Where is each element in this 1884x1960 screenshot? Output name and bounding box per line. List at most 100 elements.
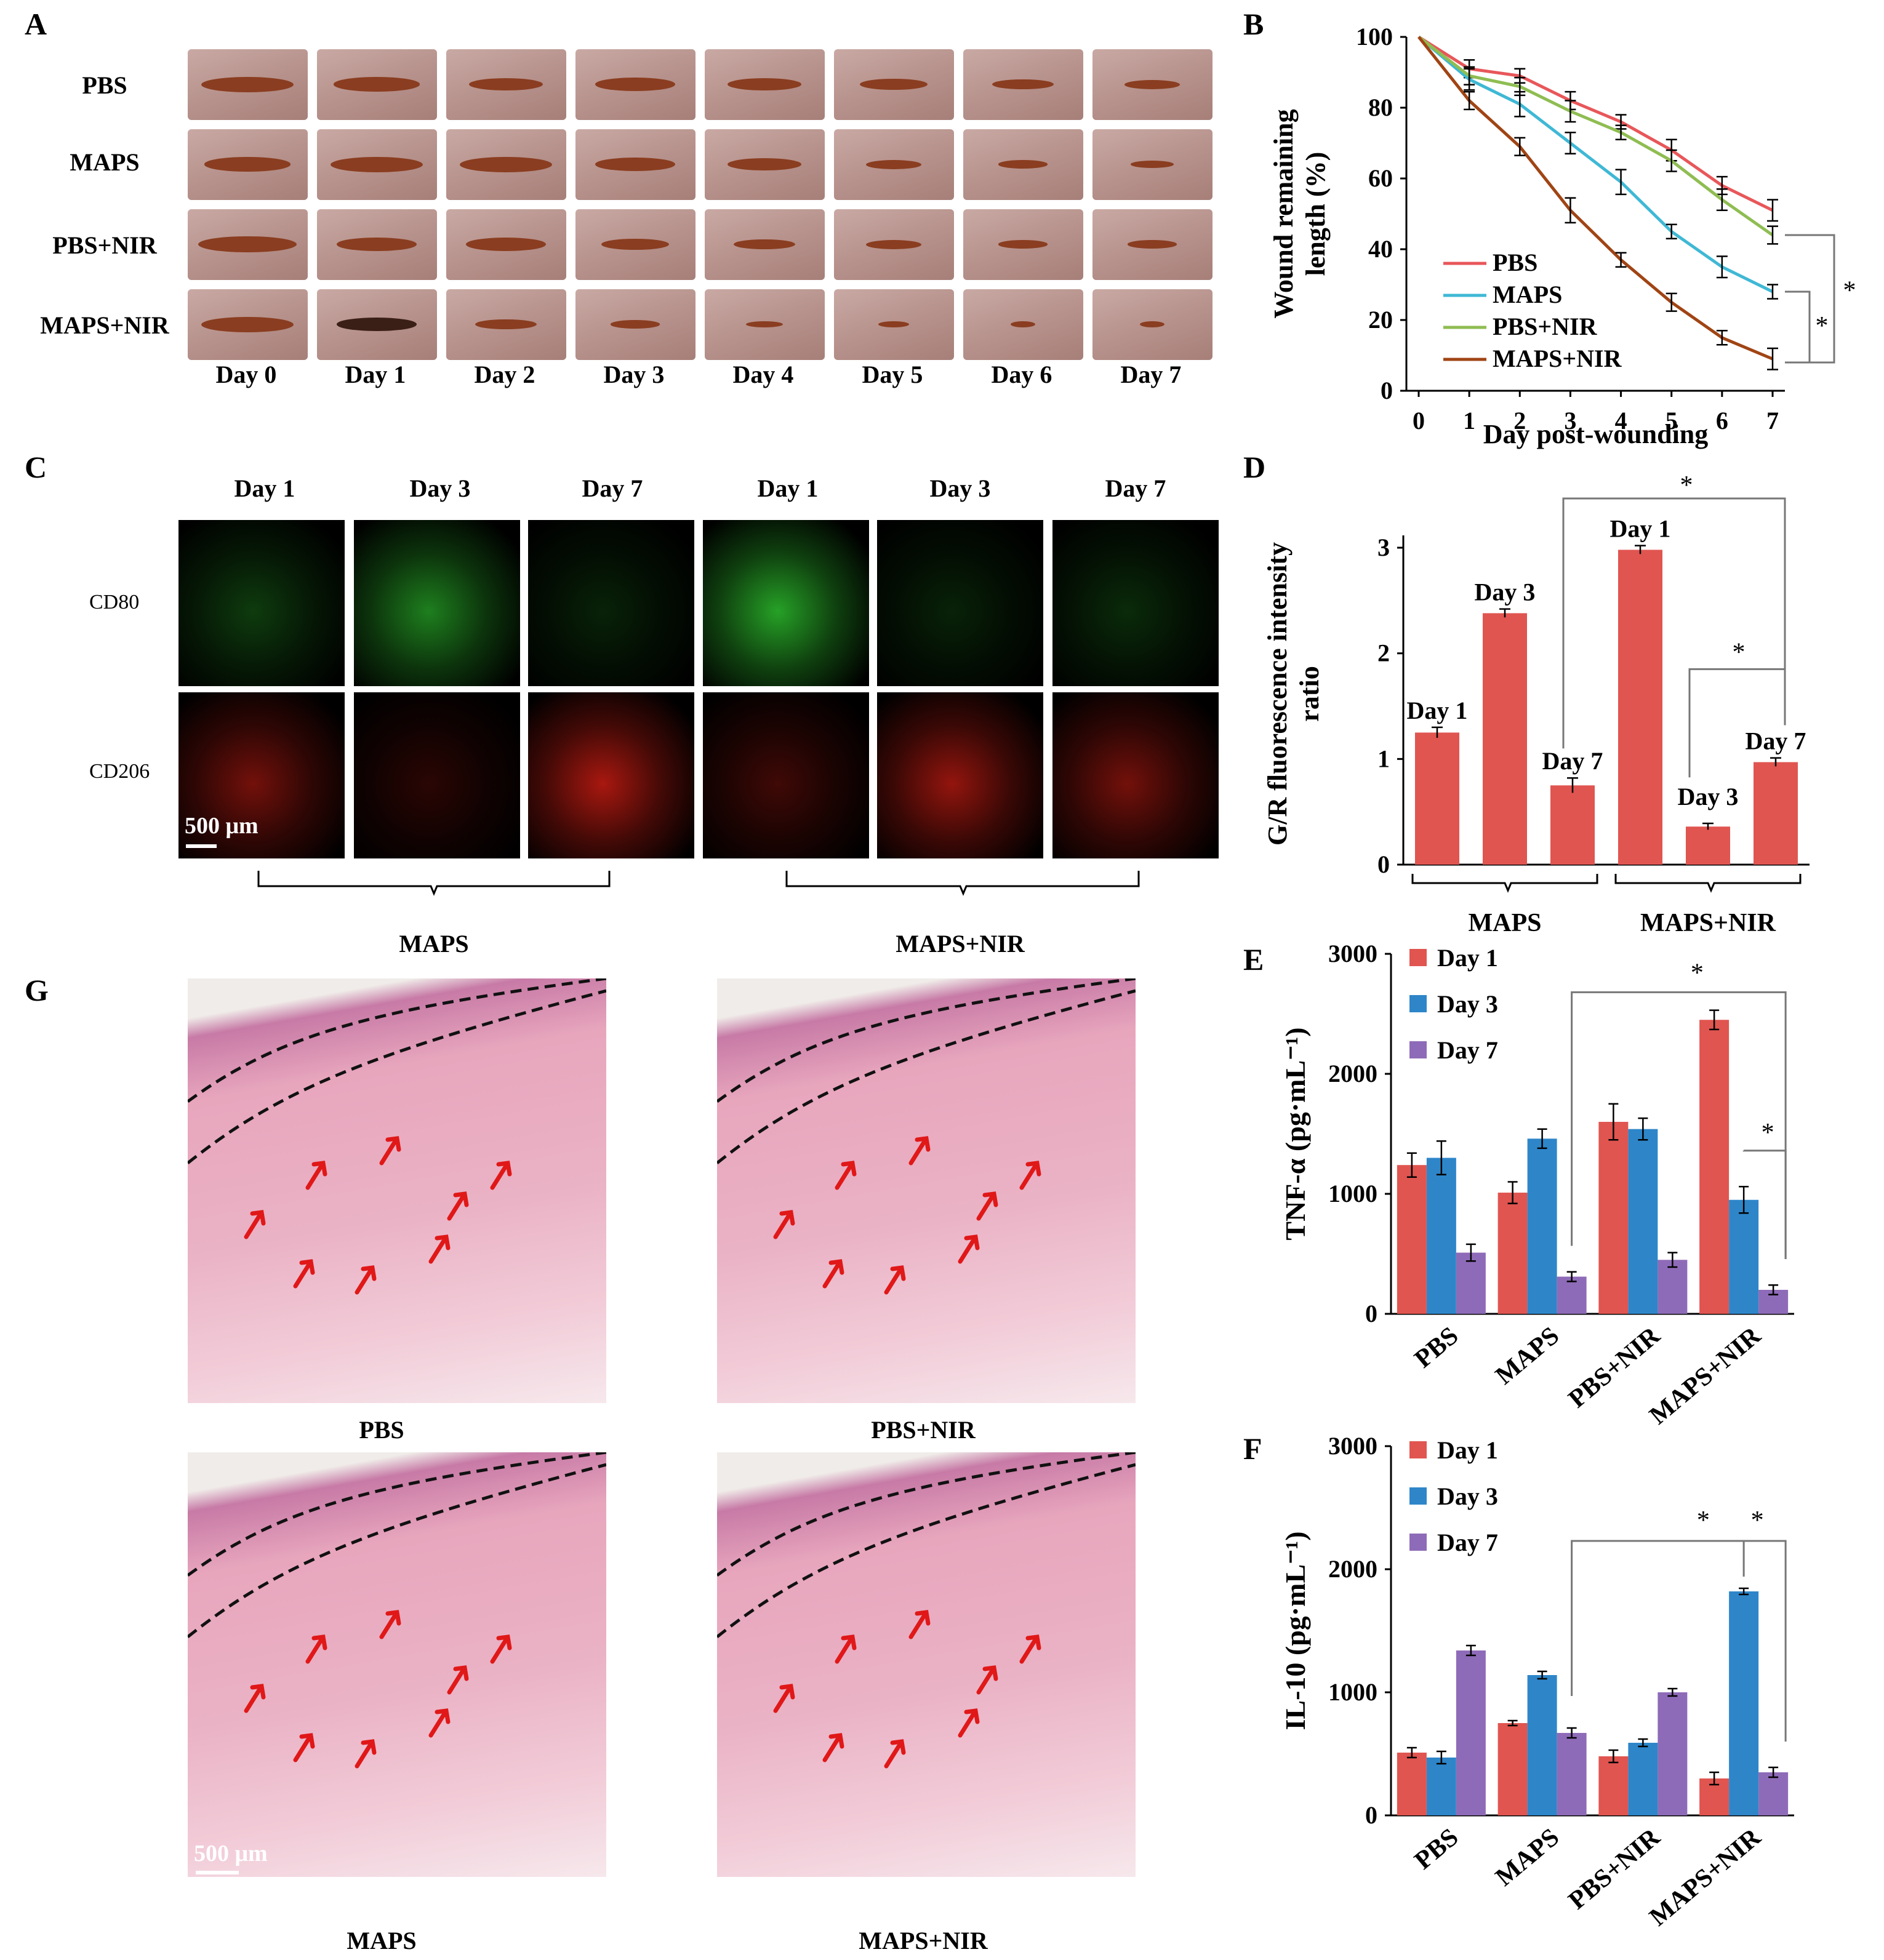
inflammatory-arrow [447, 1191, 469, 1221]
col-label: Day 1 [234, 474, 295, 502]
y-tick-label: 3 [1377, 534, 1390, 561]
inflammatory-arrow [379, 1610, 401, 1639]
bar [1754, 762, 1798, 865]
wound-photo [188, 289, 308, 360]
wound-mark [860, 78, 928, 90]
y-axis-label: TNF-α (pg·mL⁻¹) [1280, 1027, 1311, 1240]
y-axis-label: length (%) [1301, 152, 1331, 276]
wound-photo [188, 49, 308, 120]
bar [1729, 1199, 1759, 1314]
inflammatory-arrow [244, 1684, 266, 1713]
data-label: Day 7 [1542, 747, 1603, 775]
significance-bracket [1562, 497, 1786, 749]
panel-letter-c: C [25, 450, 47, 484]
group-brackets [257, 871, 1140, 896]
legend-label: MAPS+NIR [1493, 345, 1622, 372]
wound-mark [1011, 321, 1035, 327]
legend-label: PBS [1493, 249, 1537, 276]
inflammatory-arrow [428, 1708, 451, 1738]
wound-mark [201, 316, 294, 332]
x-tick-label: 7 [1766, 407, 1779, 434]
y-tick-label: 0 [1365, 1300, 1377, 1327]
legend-label: Day 1 [1437, 1436, 1498, 1464]
y-axis-label: Wound remaining [1269, 109, 1299, 318]
inflammatory-arrow [884, 1265, 906, 1295]
y-axis-label: G/R fluorescence intensity [1262, 542, 1293, 846]
series-line-maps-nir [1417, 36, 1773, 361]
y-tick-label: 2000 [1328, 1555, 1377, 1583]
y-tick-label: 20 [1368, 306, 1393, 334]
wound-photo [317, 49, 437, 120]
data-label: Day 1 [1407, 697, 1468, 724]
y-tick-label: 60 [1368, 164, 1393, 192]
inflammatory-arrow [244, 1210, 266, 1239]
significance-bracket [1785, 290, 1811, 362]
y-tick-label: 1000 [1328, 1180, 1377, 1207]
inflammatory-arrow [355, 1265, 377, 1295]
row-label-pbs: PBS [82, 71, 127, 99]
panel-letter-d: D [1243, 450, 1266, 484]
wound-mark [1128, 240, 1177, 249]
bar [1686, 826, 1730, 865]
wound-mark [595, 78, 675, 91]
panel-letter-e: E [1243, 942, 1264, 977]
row-label-pbs-nir: PBS+NIR [52, 231, 157, 259]
row-label-maps-nir: MAPS+NIR [40, 311, 169, 339]
bar [1426, 1158, 1456, 1314]
legend-label: MAPS [1493, 281, 1562, 308]
wound-mark [734, 239, 795, 250]
inflammatory-arrow [447, 1665, 469, 1695]
chart-b-wound-length: 0 20 40 60 80 100 0 1 2 3 4 5 6 7 Day post-wounding Wou… [1269, 23, 1856, 449]
x-tick-label: MAPS [1490, 1321, 1565, 1390]
inflammatory-arrow [305, 1161, 327, 1190]
bar [1497, 1193, 1528, 1314]
legend-swatch [1409, 1441, 1427, 1458]
bar [1456, 1650, 1486, 1815]
inflammatory-arrow [293, 1733, 315, 1762]
epidermis-outline [188, 1463, 606, 1638]
x-tick-label: MAPS [1490, 1823, 1565, 1892]
inflammatory-arrow [822, 1733, 844, 1762]
wound-mark [601, 238, 669, 250]
epidermis-outline [717, 978, 1136, 1103]
wound-photo [575, 289, 695, 360]
histology-scale-bar-label: 500 μm [194, 1841, 268, 1866]
wound-photo [575, 49, 695, 120]
cd80-image [1052, 520, 1219, 686]
data-label: Day 3 [1678, 783, 1739, 810]
wound-mark [1140, 321, 1164, 327]
histology-image [717, 1452, 1136, 1877]
significance-star: * [1733, 638, 1746, 666]
y-axis-label: ratio [1294, 666, 1325, 721]
wound-photo [834, 49, 954, 120]
panel-letter-b: B [1243, 7, 1264, 41]
wound-mark [728, 158, 801, 170]
bar [1699, 1020, 1730, 1314]
group-label: MAPS+NIR [1640, 909, 1776, 937]
bar [1618, 550, 1662, 865]
y-tick-label: 0 [1377, 850, 1390, 878]
row-label-cd80: CD80 [89, 591, 140, 614]
significance-star: * [1816, 312, 1829, 340]
wound-mark [728, 78, 801, 90]
y-tick-label: 0 [1381, 377, 1393, 404]
day-label: Day 6 [991, 361, 1052, 388]
day-label: Day 2 [474, 361, 535, 388]
legend-label: Day 7 [1437, 1529, 1498, 1556]
x-tick-label: 3 [1564, 407, 1576, 434]
wound-photo [575, 209, 695, 280]
significance-star: * [1680, 471, 1693, 500]
x-tick-label: MAPS+NIR [1645, 1321, 1767, 1430]
x-tick-label: PBS [1409, 1823, 1464, 1875]
bar [1557, 1733, 1587, 1815]
significance-bracket [1742, 1540, 1786, 1577]
inflammatory-arrow [822, 1259, 844, 1289]
epidermis-outline [188, 1452, 606, 1577]
wound-mark [611, 320, 660, 329]
wound-photo [963, 129, 1083, 200]
bar [1628, 1743, 1658, 1815]
bar [1415, 732, 1459, 865]
y-tick-label: 3000 [1328, 942, 1377, 967]
wound-photo [188, 129, 308, 200]
chart-d-gr-ratio: 0 1 2 3 G/R fluorescence intensity ratio Day 1… [1262, 471, 1810, 937]
